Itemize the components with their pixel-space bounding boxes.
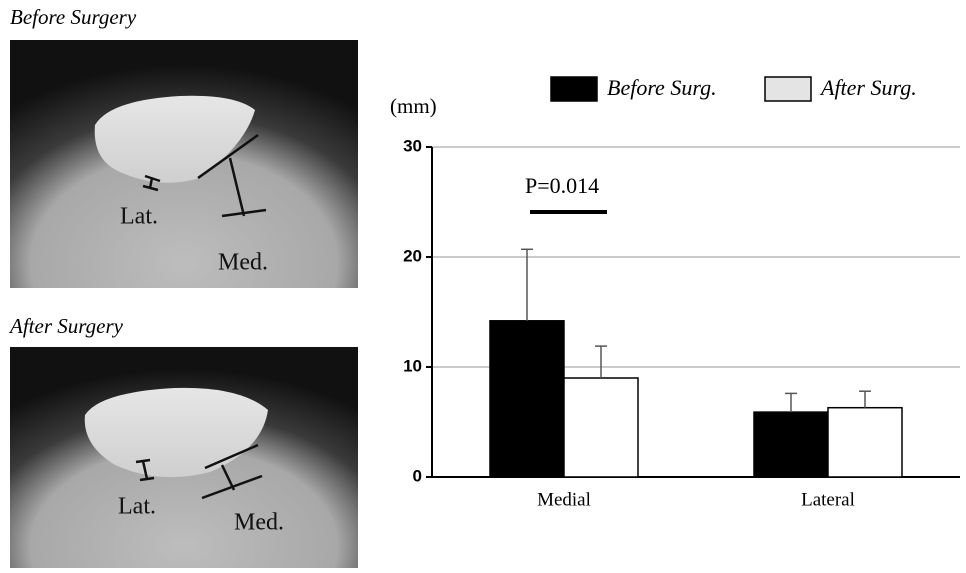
x-tick-label: Medial: [537, 489, 591, 510]
y-tick-label: 20: [403, 246, 422, 265]
xray-before: [10, 40, 358, 288]
y-tick-label: 0: [413, 466, 422, 485]
x-tick-label: Lateral: [801, 489, 855, 510]
image-title: Before Surgery: [10, 5, 137, 29]
bar: [564, 378, 638, 477]
y-tick-label: 10: [403, 356, 422, 375]
annotation: P=0.014: [525, 173, 599, 198]
image-label: Lat.: [118, 494, 156, 520]
image-title: After Surgery: [8, 314, 124, 338]
legend-label: Before Surg.: [607, 75, 717, 100]
legend-swatch: [551, 77, 597, 101]
xray-after: [10, 347, 358, 568]
bar: [828, 408, 902, 477]
y-tick-label: 30: [403, 136, 422, 155]
image-label: Lat.: [120, 204, 158, 230]
bar: [754, 412, 828, 477]
bar: [490, 321, 564, 477]
image-label: Med.: [218, 250, 268, 276]
legend-swatch: [765, 77, 811, 101]
legend-label: After Surg.: [819, 75, 917, 100]
y-axis-label: (mm): [390, 94, 437, 118]
figure: Before Surgery Lat. Med. After Surgery L…: [0, 0, 966, 573]
image-label: Med.: [234, 510, 284, 536]
